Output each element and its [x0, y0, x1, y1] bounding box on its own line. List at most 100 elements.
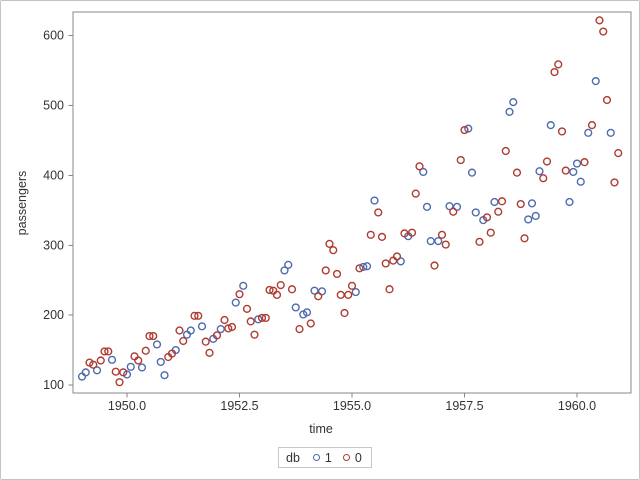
data-point	[96, 356, 105, 365]
data-point	[190, 311, 199, 320]
data-point	[329, 246, 338, 255]
data-point	[160, 371, 169, 380]
data-point	[134, 356, 143, 365]
data-point	[265, 285, 274, 295]
data-point	[321, 266, 330, 275]
data-point	[497, 197, 507, 206]
data-point	[486, 228, 495, 237]
data-point	[224, 324, 233, 333]
y-tick-label: 300	[43, 238, 64, 252]
data-point	[434, 236, 443, 246]
data-point	[595, 16, 604, 25]
data-point	[287, 285, 297, 294]
x-tick-label: 1952.5	[220, 399, 258, 413]
data-point	[325, 239, 334, 248]
data-point	[272, 290, 282, 299]
data-point	[441, 240, 450, 249]
y-tick-label: 100	[43, 378, 64, 392]
data-point	[490, 197, 499, 207]
x-axis-label: time	[309, 422, 333, 436]
data-point	[100, 347, 109, 356]
y-tick-label: 200	[43, 308, 64, 322]
data-point	[104, 347, 113, 356]
data-point	[377, 232, 387, 242]
data-point	[531, 211, 540, 221]
data-point	[542, 157, 552, 166]
data-point	[227, 322, 237, 332]
data-point	[284, 260, 293, 269]
data-point	[509, 97, 518, 107]
data-point	[460, 125, 469, 135]
data-point	[512, 168, 522, 177]
data-point	[366, 230, 375, 239]
blue-circle-marker-icon	[312, 454, 320, 461]
data-point	[464, 124, 473, 133]
data-point	[257, 313, 267, 323]
data-point	[242, 304, 252, 313]
legend-label-db-1: 1	[324, 450, 332, 465]
data-point	[344, 290, 353, 299]
data-point	[527, 199, 537, 208]
data-point	[576, 177, 585, 186]
x-tick-label: 1950.0	[108, 399, 146, 413]
data-point	[336, 290, 345, 299]
data-point	[182, 330, 192, 339]
data-point	[302, 308, 312, 317]
data-point	[400, 229, 409, 238]
data-point	[505, 107, 514, 116]
data-point	[389, 256, 398, 265]
x-tick-label: 1955.0	[333, 399, 371, 413]
data-point	[411, 189, 420, 198]
data-point	[591, 77, 600, 86]
data-point	[239, 281, 248, 290]
data-point	[220, 315, 229, 325]
data-point	[254, 315, 263, 324]
data-point	[471, 208, 480, 217]
legend: db 1 0	[278, 447, 372, 468]
data-point	[115, 378, 124, 387]
data-point	[449, 207, 458, 216]
data-point	[152, 340, 162, 349]
data-point	[482, 213, 492, 222]
data-point	[141, 346, 150, 355]
legend-label-db-0: 0	[354, 450, 362, 465]
data-point	[569, 167, 578, 177]
data-point	[385, 285, 394, 294]
y-tick-label: 600	[43, 29, 64, 43]
data-point	[235, 290, 244, 299]
data-point	[107, 355, 117, 364]
data-point	[419, 167, 428, 177]
data-point	[554, 60, 563, 69]
data-point	[475, 237, 484, 246]
data-point	[606, 128, 615, 137]
data-point	[310, 286, 319, 295]
data-point	[175, 326, 184, 335]
x-tick-label: 1960.0	[558, 399, 596, 413]
data-point	[126, 362, 135, 371]
y-tick-label: 400	[43, 168, 64, 182]
data-point	[81, 368, 90, 377]
data-point	[587, 121, 597, 130]
data-point	[231, 298, 240, 307]
y-axis-label: passengers	[15, 170, 29, 236]
data-point	[539, 174, 548, 183]
data-point	[370, 196, 379, 205]
data-point	[546, 121, 555, 130]
data-point	[557, 127, 567, 136]
data-point	[332, 269, 342, 279]
data-point	[306, 319, 315, 328]
legend-title: db	[286, 450, 300, 465]
data-point	[445, 202, 454, 211]
data-point	[261, 313, 270, 323]
data-point	[407, 228, 417, 237]
data-point	[92, 366, 102, 375]
data-point	[197, 322, 207, 331]
data-point	[359, 262, 368, 272]
data-point	[167, 349, 177, 358]
data-point	[550, 67, 559, 77]
red-circle-marker-icon	[342, 454, 350, 461]
data-point	[201, 337, 210, 346]
legend-item-db-0: 0	[342, 450, 362, 465]
data-point	[89, 360, 98, 369]
